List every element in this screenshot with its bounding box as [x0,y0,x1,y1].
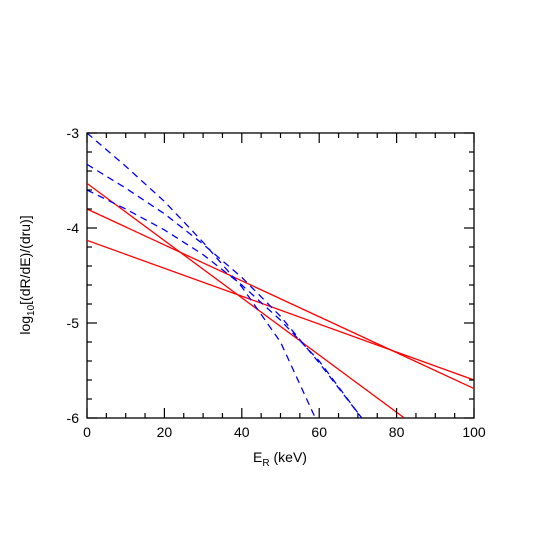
x-axis-label: ER (keV) [253,449,307,469]
y-axis-label: log10[(dR/dE)/(dru)] [17,215,37,334]
series-line [87,163,363,418]
series-line [87,189,363,418]
x-label-sub: R [262,458,269,469]
x-tick-label: 100 [462,424,486,440]
y-tick-label: -5 [67,315,80,331]
series-line [87,133,316,418]
y-tick-label: -3 [67,125,80,141]
x-tick-label: 60 [311,424,327,440]
y-label-sub: 10 [26,304,37,316]
x-label-rest: (keV) [270,449,307,465]
plot-area [87,133,474,418]
x-tick-label: 40 [234,424,250,440]
x-tick-label: 0 [83,424,91,440]
x-tick-label: 20 [157,424,173,440]
series-line [87,208,474,390]
x-tick-label: 80 [389,424,405,440]
y-label-rest: [(dR/dE)/(dru)] [17,215,33,304]
plot-frame [86,132,475,419]
series-line [87,239,474,381]
series-line [87,182,405,418]
y-label-main: log [17,316,33,335]
y-tick-label: -4 [67,220,80,236]
x-label-main: E [253,449,262,465]
y-tick-label: -6 [67,410,80,426]
